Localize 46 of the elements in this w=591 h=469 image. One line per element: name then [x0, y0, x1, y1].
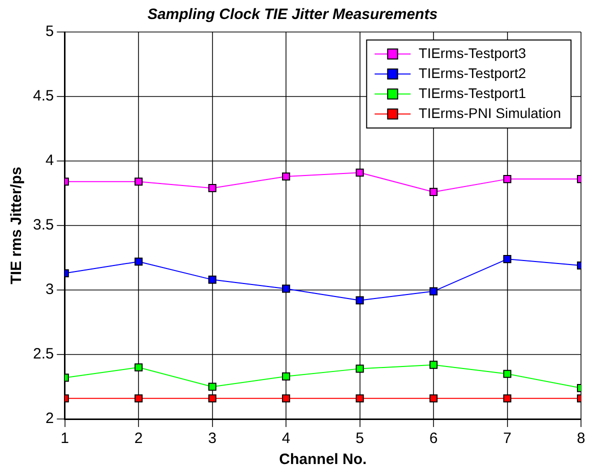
- x-tick-label: 6: [429, 430, 438, 448]
- point: [356, 364, 364, 373]
- point: [356, 394, 364, 402]
- y-tick-label: 3.5: [32, 216, 54, 234]
- legend-label: TIErms-Testport2: [418, 64, 526, 81]
- y-tick-label: 2.5: [32, 346, 54, 363]
- y-tick-label: 5: [46, 23, 54, 40]
- point: [503, 255, 512, 264]
- point: [429, 287, 438, 296]
- legend-label: TIErms-PNI Simulation: [418, 104, 561, 121]
- y-axis-title: TIE rms Jitter/ps: [8, 166, 26, 284]
- point: [208, 394, 216, 402]
- x-tick-label: 8: [576, 430, 586, 448]
- x-tick-label: 3: [208, 430, 216, 448]
- point: [134, 178, 143, 186]
- point: [208, 382, 216, 391]
- point: [208, 276, 216, 284]
- point: [503, 370, 512, 378]
- y-tick-label: 3: [46, 281, 54, 298]
- point: [282, 394, 290, 402]
- point: [356, 296, 364, 304]
- y-tick-label: 4.5: [32, 88, 54, 105]
- legend-label: TIErms-Testport1: [418, 84, 526, 101]
- x-axis-title: Channel No.: [279, 451, 367, 468]
- x-tick-label: 4: [282, 430, 290, 448]
- point: [356, 168, 364, 177]
- x-tick-label: 5: [356, 430, 364, 448]
- point: [282, 372, 290, 380]
- point: [282, 284, 290, 293]
- y-tick-label: 4: [46, 152, 54, 170]
- point: [503, 175, 512, 184]
- point: [429, 360, 438, 369]
- point: [282, 172, 290, 181]
- point: [429, 394, 438, 402]
- x-tick-label: 1: [60, 430, 70, 448]
- point: [208, 184, 216, 192]
- point: [503, 394, 512, 402]
- point: [429, 188, 438, 196]
- chart-title: Sampling Clock TIE Jitter Measurements: [147, 6, 438, 24]
- point: [134, 258, 143, 266]
- y-tick-label: 2: [46, 410, 54, 428]
- point: [134, 363, 143, 372]
- x-tick-label: 7: [503, 430, 512, 448]
- x-tick-label: 2: [134, 430, 143, 448]
- point: [134, 394, 143, 402]
- legend-label: TIErms-Testport3: [418, 44, 526, 61]
